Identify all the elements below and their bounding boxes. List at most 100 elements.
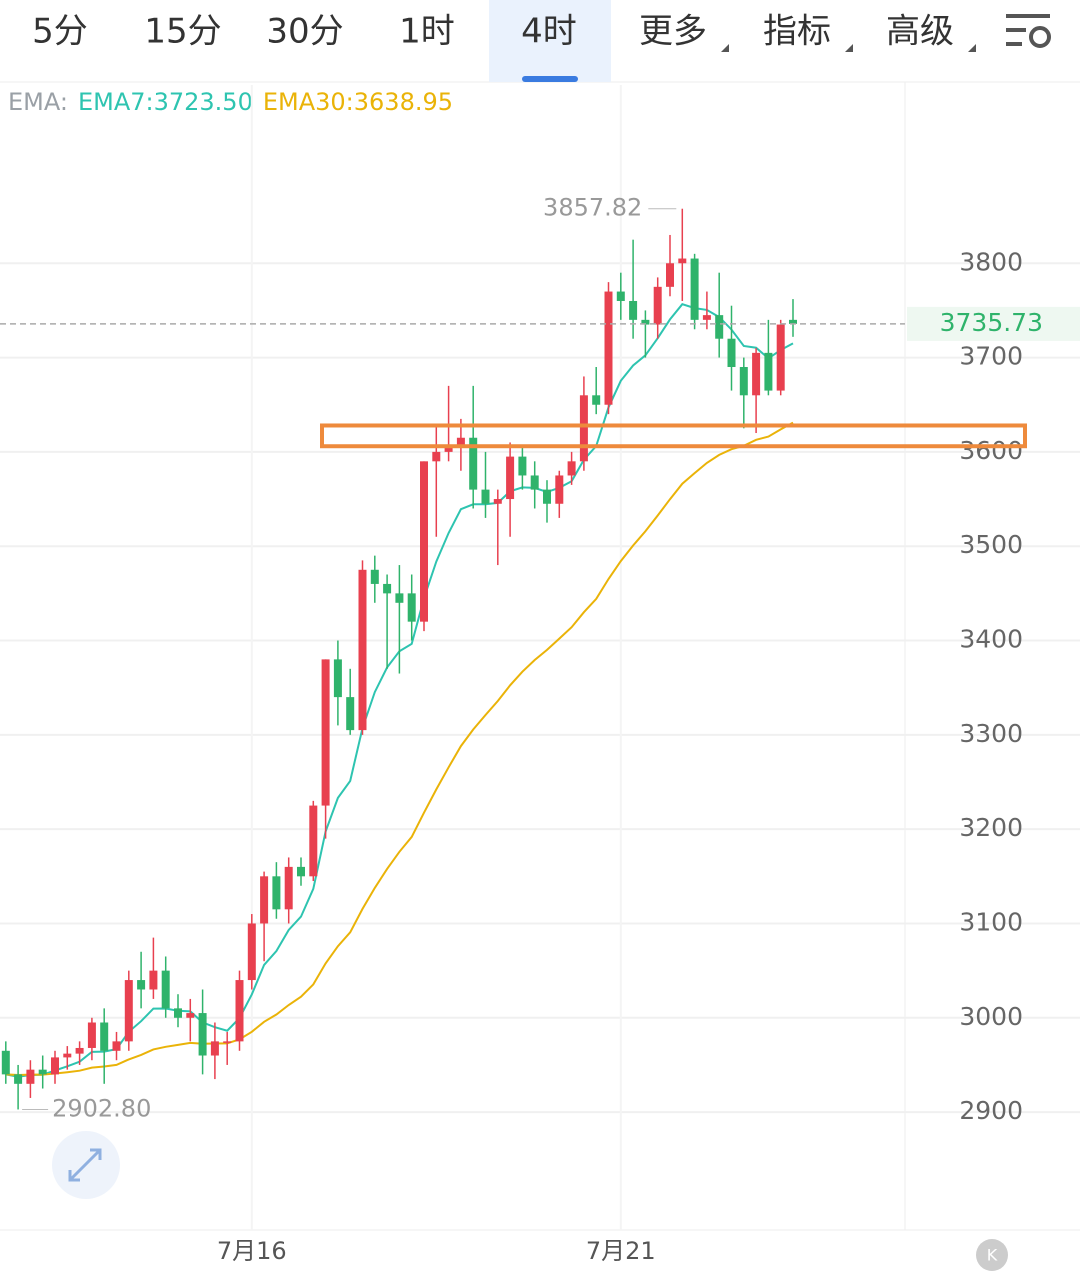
candle-body (1, 1050, 10, 1075)
active-tab-bg (489, 0, 611, 82)
x-tick-label: 7月21 (586, 1237, 656, 1265)
y-tick-label: 3800 (959, 247, 1023, 276)
candle-body (629, 300, 638, 320)
candle-body (727, 338, 736, 368)
candle-body (567, 461, 576, 476)
candle-body (272, 876, 281, 910)
y-tick-label: 3000 (959, 1002, 1023, 1031)
candle-body (333, 659, 342, 698)
candle-body (309, 805, 318, 877)
candle-body (481, 489, 490, 504)
dropdown-caret (721, 44, 729, 52)
candle-body (432, 451, 441, 462)
candle-body (26, 1069, 35, 1084)
dropdown-caret (968, 44, 976, 52)
tab[interactable]: 1时 (399, 12, 455, 52)
candle-body (38, 1069, 47, 1075)
candle-body (235, 980, 244, 1042)
candle-body (493, 499, 502, 504)
candle-body (137, 980, 146, 990)
candle-body (358, 569, 367, 731)
candle-body (149, 970, 158, 990)
low-label: 2902.80 (52, 1094, 151, 1122)
candle-body (653, 286, 662, 325)
candle-body (186, 1013, 195, 1018)
candle-body (592, 395, 601, 405)
legend-entry: EMA30:3638.95 (263, 88, 453, 116)
tab[interactable]: 15分 (144, 12, 221, 52)
candle-body (75, 1047, 84, 1054)
candle-body (469, 437, 478, 490)
candle-body (764, 352, 773, 391)
candle-body (174, 1008, 182, 1018)
legend-entry: EMA: (8, 88, 68, 116)
y-tick-label: 3200 (959, 813, 1023, 842)
candle-body (690, 258, 699, 320)
candle-body (604, 291, 613, 405)
tab[interactable]: 5分 (32, 12, 88, 52)
candle-body (739, 367, 748, 396)
candle-body (702, 315, 711, 320)
y-tick-label: 3500 (959, 530, 1023, 559)
active-tab-indicator (522, 76, 578, 82)
y-tick-label: 3100 (959, 907, 1023, 936)
tab[interactable]: 更多 (639, 12, 707, 52)
y-tick-label: 3300 (959, 719, 1023, 748)
candle-body (543, 489, 551, 504)
candle-body (210, 1041, 219, 1056)
candle-body (14, 1074, 23, 1084)
candle-body (678, 258, 687, 264)
candle-body (383, 583, 392, 594)
high-label: 3857.82 (543, 194, 642, 222)
tab[interactable]: 30分 (266, 12, 343, 52)
dropdown-caret (845, 44, 853, 52)
y-tick-label: 3600 (959, 436, 1023, 465)
x-tick-label: 7月16 (217, 1237, 287, 1265)
last-price-bg (907, 306, 1080, 341)
y-tick-label: 2900 (959, 1096, 1023, 1125)
candle-body (297, 866, 305, 877)
candle-body (87, 1022, 96, 1048)
candle-body (420, 461, 428, 622)
candle-body (506, 456, 515, 500)
tab[interactable]: 4时 (521, 12, 577, 52)
candle-body (198, 1013, 207, 1056)
candle-body (161, 970, 170, 1009)
support-zone (320, 423, 1027, 449)
y-tick-label: 3700 (959, 342, 1023, 371)
candle-body (666, 263, 674, 287)
last-price-label: 3735.73 (940, 308, 1043, 337)
candle-body (284, 866, 293, 910)
candle-body (456, 437, 465, 448)
candle-body (124, 980, 133, 1042)
zoom-icon[interactable] (52, 1131, 120, 1199)
candle-body (579, 395, 588, 462)
tab[interactable]: 指标 (763, 12, 831, 52)
candle-body (776, 324, 785, 391)
svg-text:K: K (987, 1246, 998, 1265)
candle-body (260, 876, 269, 924)
candle-body (321, 659, 330, 806)
candle-body (112, 1041, 121, 1051)
legend-entry: EMA7:3723.50 (78, 88, 253, 116)
candle-body (223, 1041, 232, 1043)
candle-body (518, 456, 527, 476)
candle-body (715, 315, 724, 339)
candle-body (63, 1053, 72, 1058)
candle-body (752, 352, 761, 396)
candle-body (346, 697, 355, 731)
candle-body (641, 319, 650, 325)
candle-body (407, 593, 416, 622)
k-icon[interactable]: K (976, 1239, 1008, 1271)
candle-body (555, 475, 564, 504)
tab[interactable]: 高级 (886, 12, 954, 52)
ema-line (5, 421, 794, 1077)
candle-body (444, 447, 453, 452)
candle-body (395, 593, 404, 603)
settings-icon[interactable] (1006, 14, 1051, 48)
candle-body (100, 1022, 109, 1051)
candle-body (789, 319, 797, 324)
y-tick-label: 3400 (959, 625, 1023, 654)
candle-body (370, 569, 379, 584)
